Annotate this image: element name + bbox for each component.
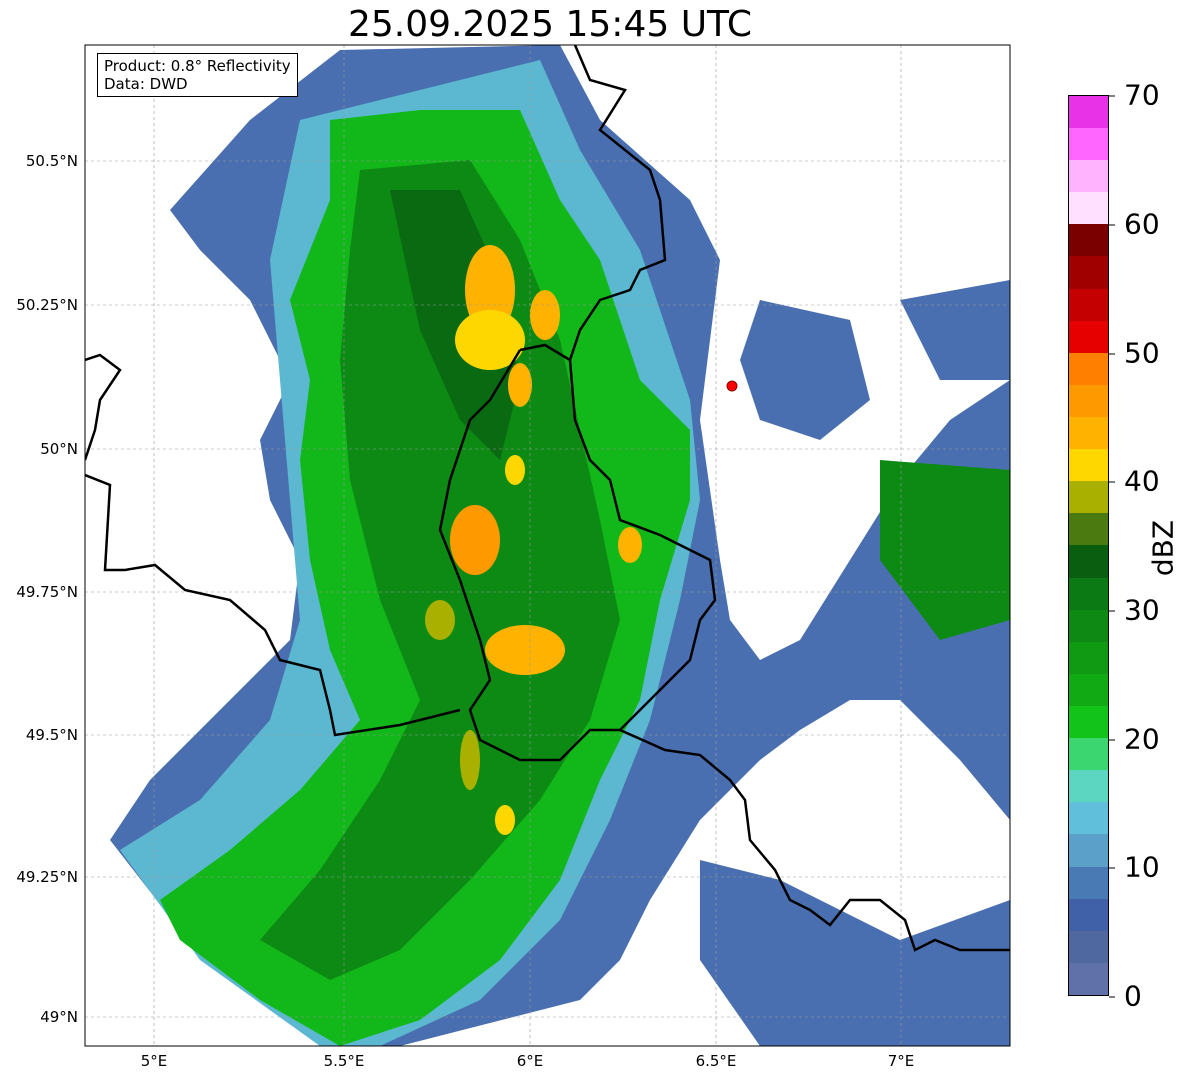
plot-frame [84, 44, 1011, 1047]
colorbar-bin [1069, 834, 1108, 867]
map-title: 25.09.2025 15:45 UTC [347, 4, 753, 45]
y-tick: 49°N [40, 1008, 78, 1026]
colorbar-bin [1069, 673, 1108, 707]
colorbar-bin [1069, 866, 1108, 899]
product-label: Product: 0.8° Reflectivity [104, 57, 291, 75]
colorbar-bin [1069, 256, 1108, 289]
y-tick: 49.5°N [25, 726, 78, 744]
colorbar-bin [1069, 192, 1108, 225]
radar-site-marker [726, 380, 738, 392]
colorbar-bin [1069, 384, 1108, 418]
country-borders [85, 45, 1010, 952]
colorbar-bin [1069, 962, 1108, 995]
colorbar-tick: 10 [1109, 850, 1160, 884]
colorbar-tick: 30 [1109, 593, 1160, 627]
colorbar-tick: 60 [1109, 207, 1160, 241]
colorbar-bin [1069, 449, 1108, 482]
y-tick: 50.5°N [25, 152, 78, 170]
x-tick: 7°E [887, 1052, 915, 1070]
colorbar-tick: 70 [1109, 78, 1160, 112]
colorbar-bin [1069, 224, 1108, 257]
colorbar-bin [1069, 641, 1108, 674]
x-tick: 5.5°E [323, 1052, 365, 1070]
colorbar-tick: 40 [1109, 464, 1160, 498]
colorbar-bin [1069, 417, 1108, 450]
x-tick: 5°E [140, 1052, 168, 1070]
colorbar-tick: 50 [1109, 336, 1160, 370]
colorbar-bin [1069, 706, 1108, 739]
colorbar-bin [1069, 545, 1108, 578]
colorbar-bin [1069, 930, 1108, 963]
grid [85, 45, 1010, 1046]
colorbar-bin [1069, 128, 1108, 161]
radar-echoes [110, 45, 1010, 1046]
y-tick: 49.25°N [16, 868, 78, 886]
colorbar-bin [1069, 320, 1108, 353]
colorbar-bin [1069, 609, 1108, 642]
colorbar-tick: 20 [1109, 722, 1160, 756]
colorbar-bin [1069, 898, 1108, 931]
colorbar-bin [1069, 802, 1108, 835]
colorbar-bin [1069, 352, 1108, 385]
colorbar-bin [1069, 513, 1108, 546]
colorbar-bin [1069, 738, 1108, 771]
colorbar-label: dBZ [1146, 519, 1180, 577]
y-tick: 50.25°N [16, 296, 78, 314]
colorbar-bin [1069, 577, 1108, 610]
x-tick: 6.5°E [695, 1052, 737, 1070]
colorbar-bin [1069, 770, 1108, 803]
x-tick: 6°E [516, 1052, 544, 1070]
y-tick: 50°N [40, 440, 78, 458]
colorbar-bin [1069, 160, 1108, 193]
strong-cells [425, 245, 642, 835]
colorbar [1068, 95, 1109, 996]
colorbar-bin [1069, 481, 1108, 514]
colorbar-bin [1069, 95, 1108, 129]
colorbar-bin [1069, 288, 1108, 321]
data-source-label: Data: DWD [104, 75, 188, 93]
info-box: Product: 0.8° Reflectivity Data: DWD [97, 53, 298, 97]
y-tick: 49.75°N [16, 583, 78, 601]
colorbar-tick: 0 [1109, 979, 1142, 1013]
